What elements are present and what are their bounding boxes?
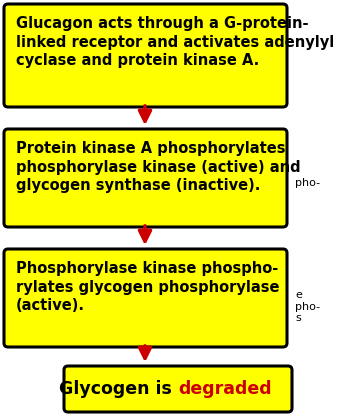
Text: e
pho-
s: e pho- s — [295, 290, 320, 323]
FancyBboxPatch shape — [4, 249, 287, 347]
FancyBboxPatch shape — [64, 366, 292, 412]
Text: Glycogen is: Glycogen is — [59, 380, 178, 398]
FancyBboxPatch shape — [4, 129, 287, 227]
Text: Glucagon acts through a G-protein-
linked receptor and activates adenylyl
cyclas: Glucagon acts through a G-protein- linke… — [16, 16, 334, 68]
Text: Protein kinase A phosphorylates
phosphorylase kinase (active) and
glycogen synth: Protein kinase A phosphorylates phosphor… — [16, 141, 300, 193]
Text: Phosphorylase kinase phospho-
rylates glycogen phosphorylase
(active).: Phosphorylase kinase phospho- rylates gl… — [16, 261, 280, 313]
Text: degraded: degraded — [178, 380, 272, 398]
Text: pho-: pho- — [295, 178, 320, 188]
FancyBboxPatch shape — [4, 4, 287, 107]
